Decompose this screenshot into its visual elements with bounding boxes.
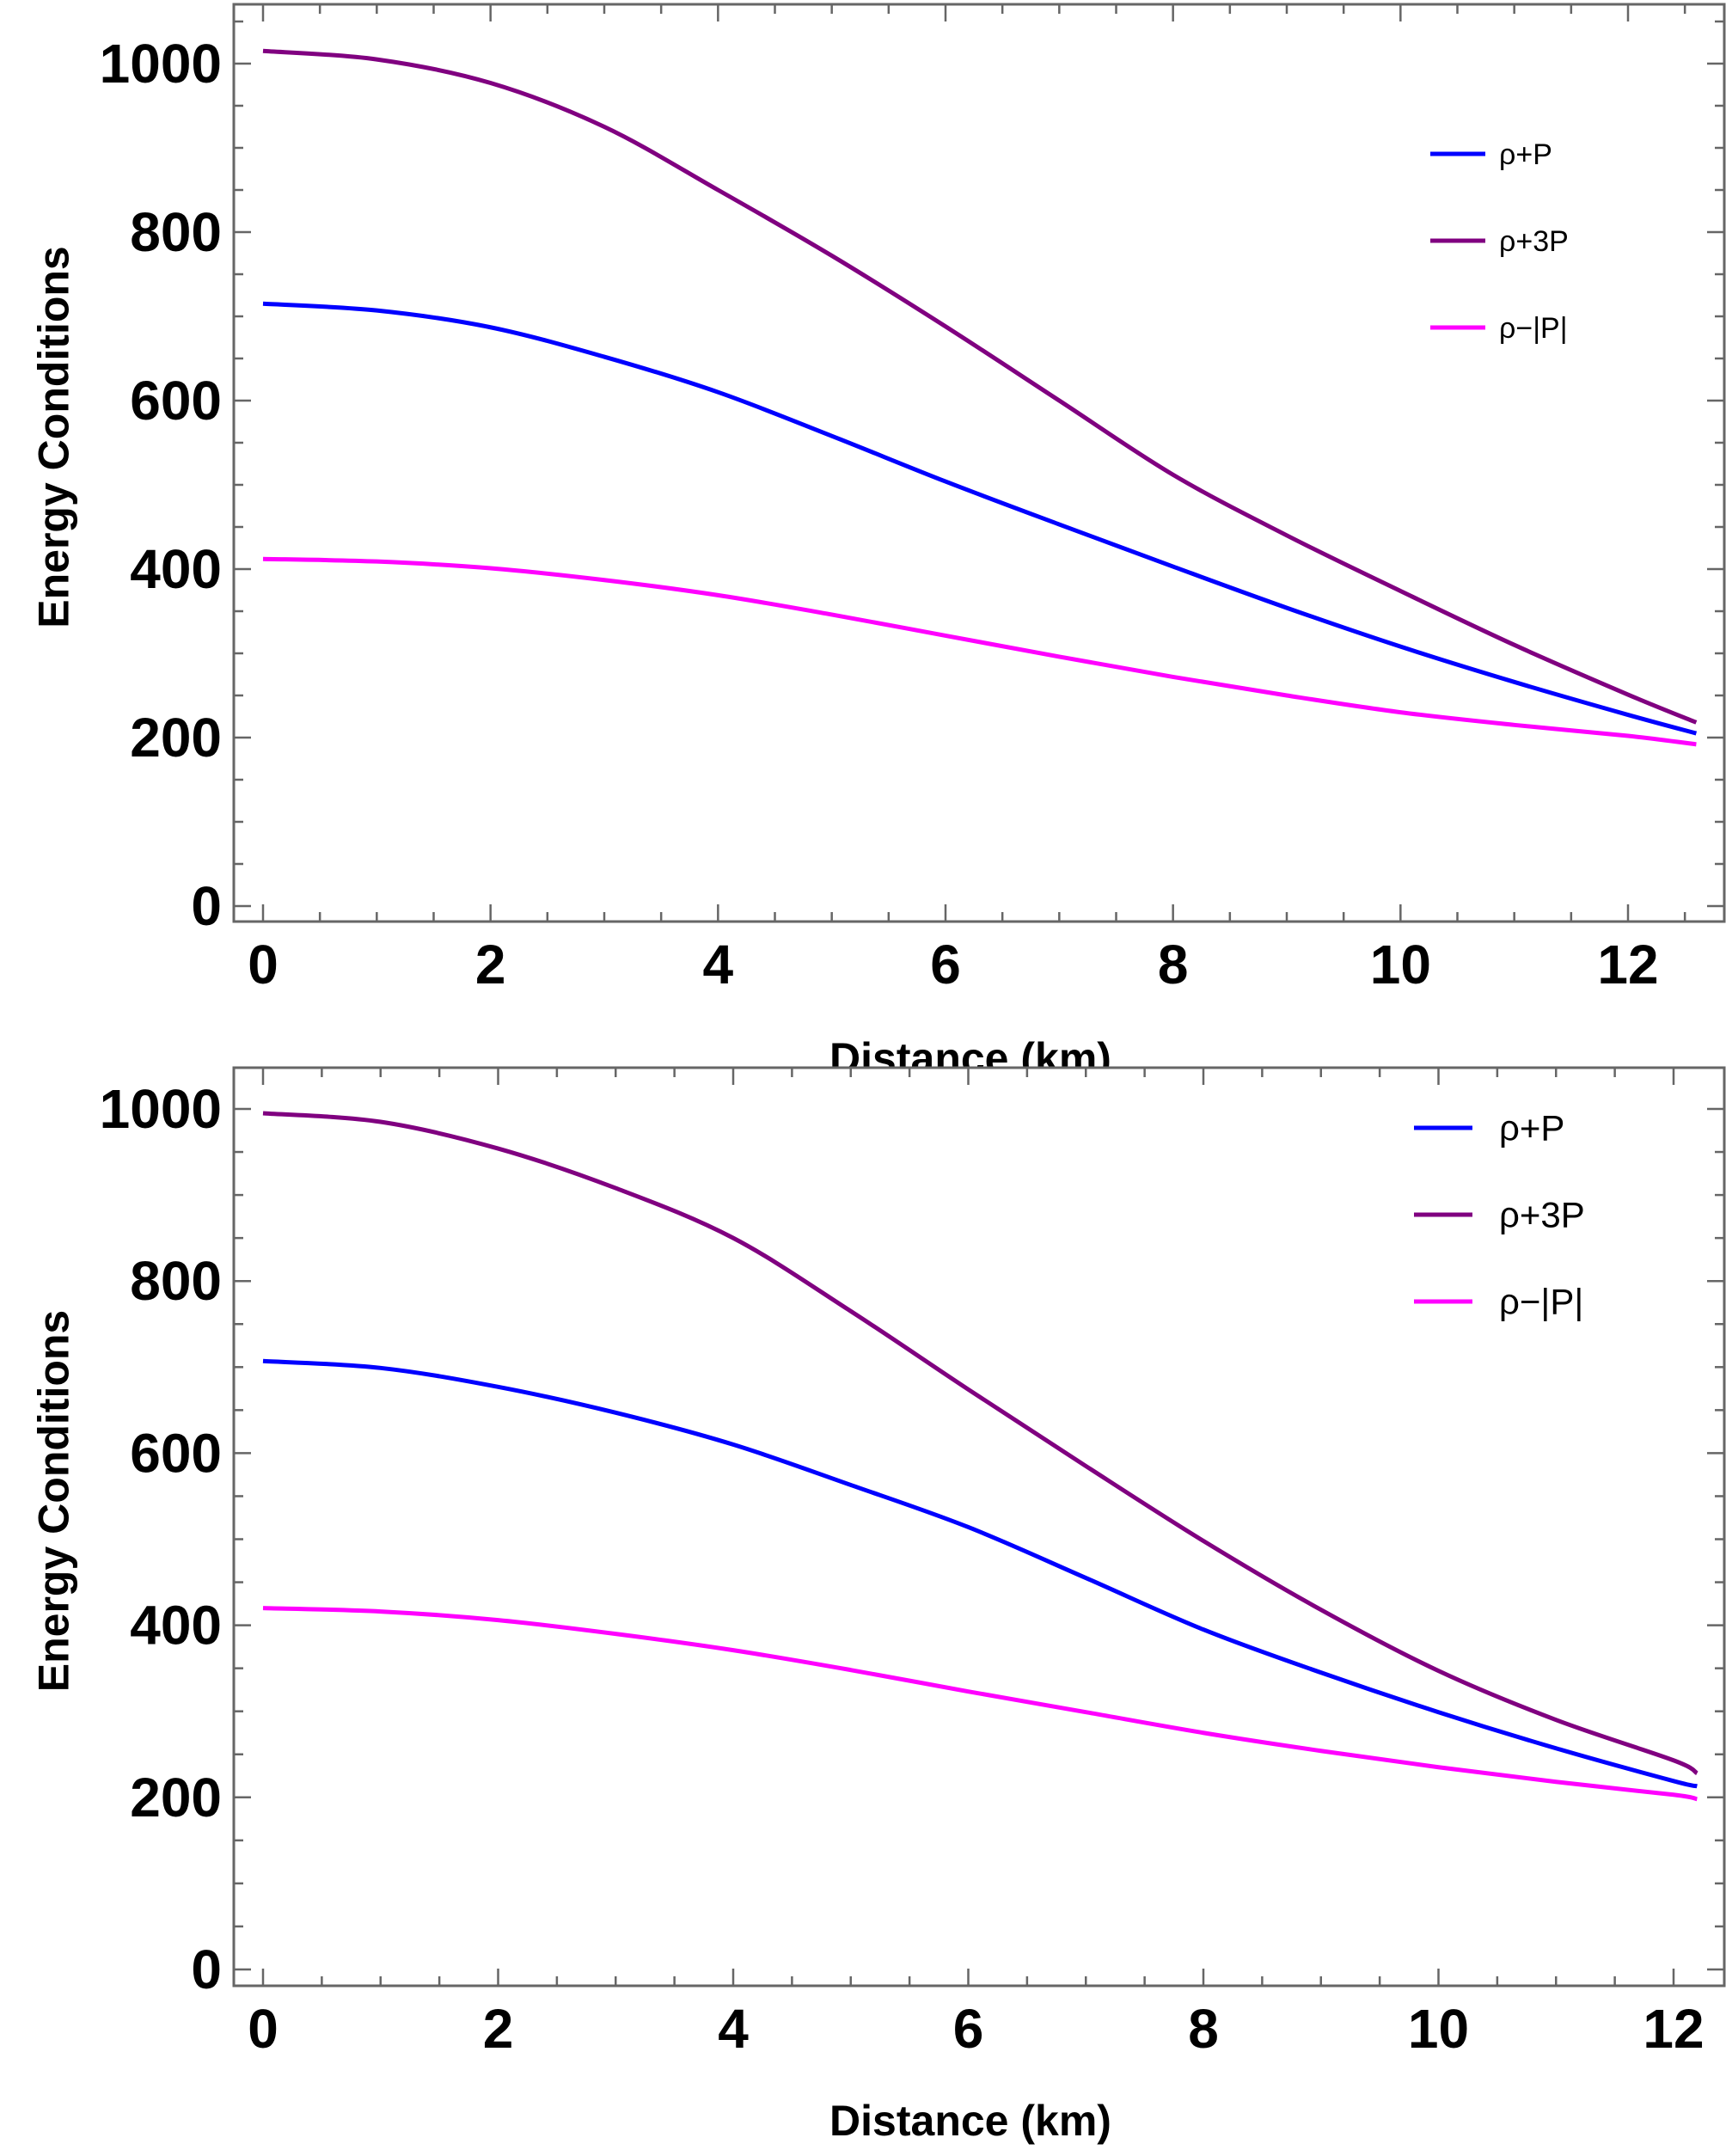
x-tick-label: 0 [248, 1998, 278, 2060]
series-line-1 [262, 301, 1698, 736]
legend-label: ρ+P [1499, 1108, 1564, 1148]
x-tick-label: 12 [1597, 934, 1658, 995]
series-line-3 [262, 556, 1697, 747]
y-tick-label: 800 [130, 201, 222, 263]
y-tick-label: 0 [191, 875, 222, 937]
legend-label: ρ+P [1499, 138, 1552, 171]
y-tick-label: 600 [130, 1422, 222, 1484]
y-tick-label: 600 [130, 370, 222, 432]
x-tick-label: 6 [953, 1998, 984, 2060]
x-tick-label: 8 [1158, 934, 1189, 995]
y-tick-label: 1000 [100, 33, 222, 95]
legend-label: ρ−|P| [1499, 312, 1568, 345]
y-axis-title: Energy Conditions [30, 1310, 78, 1692]
plot-frame [232, 3, 1726, 923]
y-tick-label: 0 [191, 1939, 222, 2000]
y-tick-label: 400 [130, 1595, 222, 1657]
chart-panel-2: Distance (km) Energy Conditions 0 200 400 600… [0, 1066, 1726, 2156]
series-line-3 [262, 1606, 1698, 1802]
chart-panel-1: Distance (km)Energy Conditions0200400600… [0, 0, 1726, 1089]
series-line-2 [262, 48, 1698, 725]
x-tick-label: 2 [483, 1998, 514, 2060]
plot-frame [232, 1066, 1726, 1988]
x-tick-label: 4 [718, 1998, 749, 2060]
legend-label: ρ−|P| [1499, 1282, 1583, 1322]
y-tick-label: 1000 [100, 1078, 222, 1140]
panel-background [0, 1068, 1726, 2156]
x-tick-label: 0 [248, 934, 278, 995]
series-line-2 [262, 1111, 1698, 1775]
y-tick-label: 200 [130, 707, 222, 769]
x-tick-label: 4 [703, 934, 734, 995]
y-tick-label: 400 [130, 538, 222, 600]
x-tick-label: 6 [930, 934, 961, 995]
legend-label: ρ+3P [1499, 225, 1569, 258]
x-tick-label: 2 [475, 934, 506, 995]
series-line-1 [262, 1358, 1698, 1789]
panel-background [0, 0, 1726, 1089]
legend-label: ρ+3P [1499, 1195, 1585, 1235]
y-axis-title: Energy Conditions [30, 246, 78, 628]
x-axis-title: Distance (km) [829, 2097, 1111, 2145]
x-tick-label: 12 [1643, 1998, 1704, 2060]
y-tick-label: 800 [130, 1250, 222, 1312]
x-tick-label: 10 [1408, 1998, 1469, 2060]
x-tick-label: 10 [1370, 934, 1431, 995]
y-tick-label: 200 [130, 1767, 222, 1828]
x-tick-label: 8 [1188, 1998, 1219, 2060]
